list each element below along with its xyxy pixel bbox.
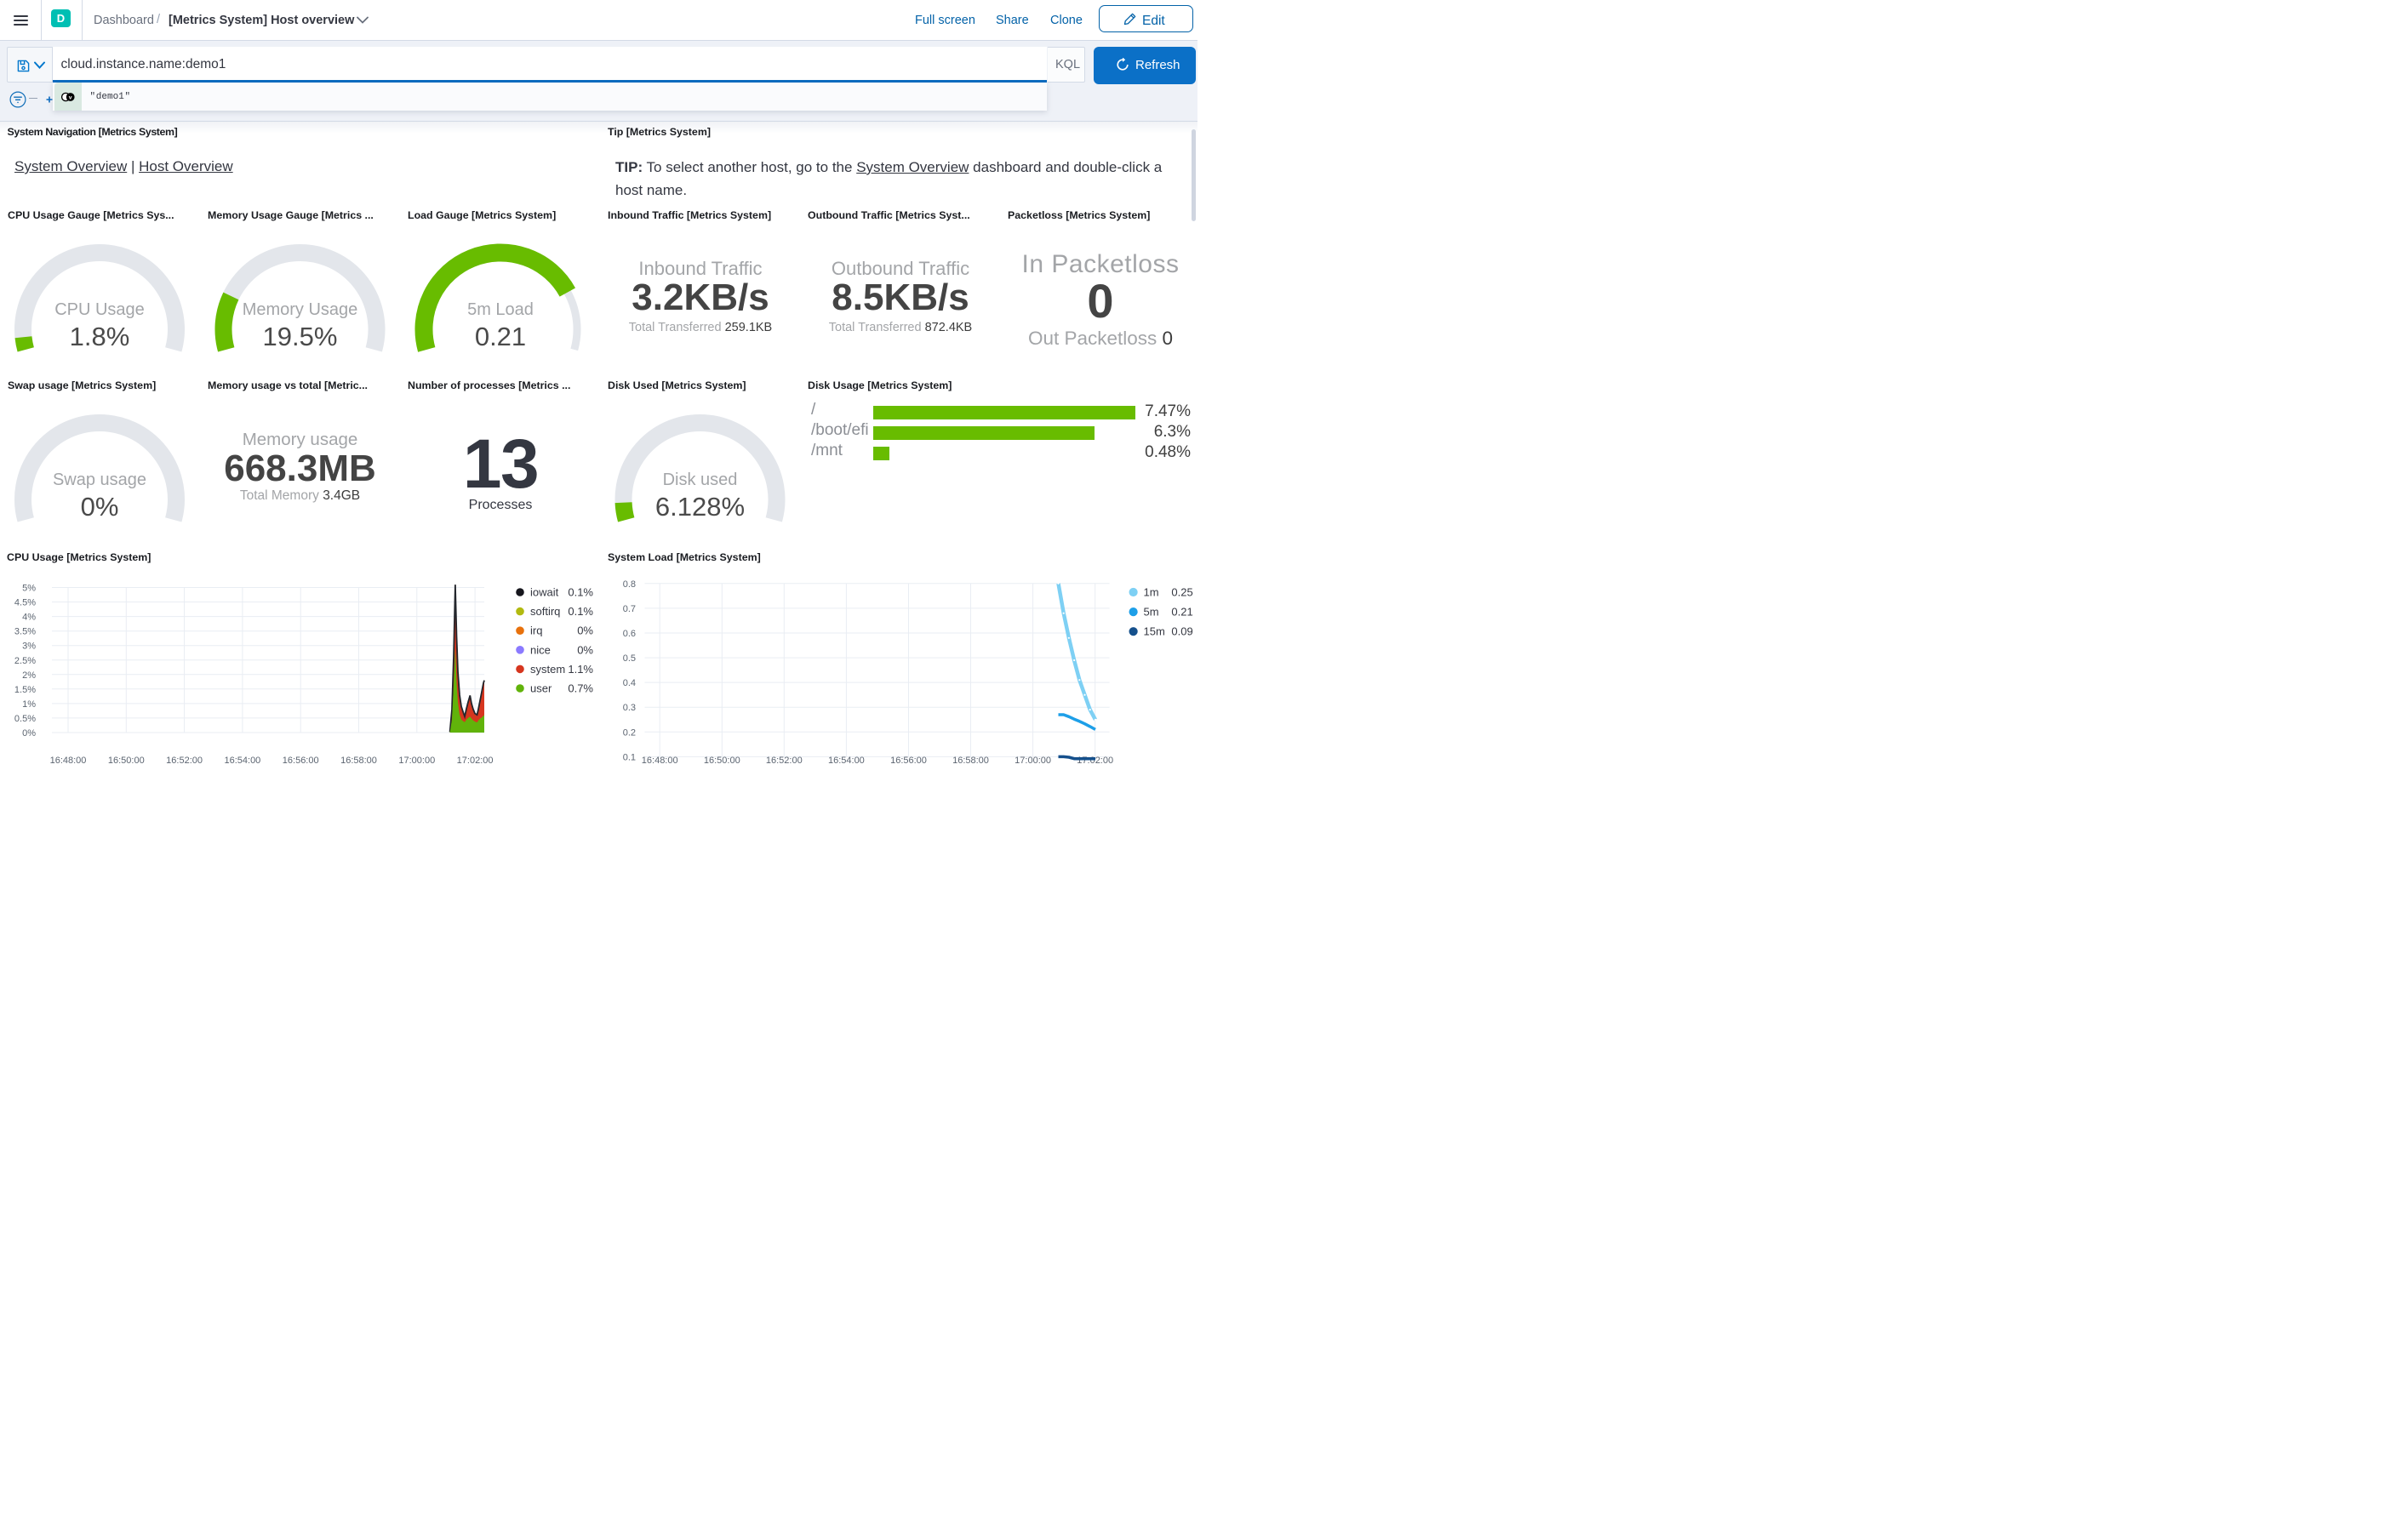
svg-text:0.5: 0.5 bbox=[623, 653, 636, 664]
svg-text:16:52:00: 16:52:00 bbox=[166, 756, 203, 766]
svg-text:16:48:00: 16:48:00 bbox=[50, 756, 87, 766]
svg-text:0%: 0% bbox=[577, 643, 593, 656]
svg-text:4.5%: 4.5% bbox=[14, 598, 36, 608]
svg-text:5%: 5% bbox=[22, 584, 36, 594]
svg-text:0%: 0% bbox=[22, 728, 36, 739]
svg-text:0.7%: 0.7% bbox=[568, 682, 593, 695]
svg-text:0.7: 0.7 bbox=[623, 604, 636, 614]
svg-text:0.6: 0.6 bbox=[623, 629, 636, 639]
svg-text:0.1%: 0.1% bbox=[568, 605, 593, 618]
svg-text:0.1%: 0.1% bbox=[568, 586, 593, 599]
svg-text:15m: 15m bbox=[1144, 625, 1165, 638]
svg-text:5m: 5m bbox=[1144, 606, 1159, 619]
svg-text:0.09: 0.09 bbox=[1171, 625, 1192, 638]
svg-text:0.5%: 0.5% bbox=[14, 714, 36, 724]
svg-text:0%: 0% bbox=[577, 625, 593, 637]
svg-text:16:58:00: 16:58:00 bbox=[340, 756, 377, 766]
svg-text:v: v bbox=[69, 94, 72, 100]
svg-text:16:58:00: 16:58:00 bbox=[952, 756, 989, 766]
svg-text:0.8: 0.8 bbox=[623, 579, 636, 590]
svg-text:0.21: 0.21 bbox=[1171, 606, 1192, 619]
svg-text:16:56:00: 16:56:00 bbox=[890, 756, 927, 766]
svg-text:1m: 1m bbox=[1144, 586, 1159, 599]
svg-text:0.25: 0.25 bbox=[1171, 586, 1192, 599]
svg-text:4%: 4% bbox=[22, 613, 36, 623]
svg-text:17:02:00: 17:02:00 bbox=[457, 756, 494, 766]
svg-text:16:48:00: 16:48:00 bbox=[642, 756, 678, 766]
svg-text:0.2: 0.2 bbox=[623, 727, 636, 738]
svg-text:system: system bbox=[530, 663, 565, 676]
svg-text:irq: irq bbox=[530, 625, 542, 637]
svg-text:16:56:00: 16:56:00 bbox=[283, 756, 319, 766]
svg-text:user: user bbox=[530, 682, 552, 695]
svg-text:16:50:00: 16:50:00 bbox=[704, 756, 740, 766]
svg-text:16:54:00: 16:54:00 bbox=[224, 756, 260, 766]
svg-text:softirq: softirq bbox=[530, 605, 560, 618]
svg-text:16:54:00: 16:54:00 bbox=[828, 756, 865, 766]
svg-text:2.5%: 2.5% bbox=[14, 656, 36, 666]
svg-text:1.1%: 1.1% bbox=[568, 663, 593, 676]
svg-text:16:52:00: 16:52:00 bbox=[766, 756, 803, 766]
svg-text:0.4: 0.4 bbox=[623, 678, 636, 688]
svg-text:3.5%: 3.5% bbox=[14, 627, 36, 637]
svg-text:17:02:00: 17:02:00 bbox=[1077, 756, 1113, 766]
svg-text:17:00:00: 17:00:00 bbox=[1015, 756, 1051, 766]
svg-text:nice: nice bbox=[530, 643, 551, 656]
svg-text:0.3: 0.3 bbox=[623, 703, 636, 713]
svg-text:1%: 1% bbox=[22, 699, 36, 710]
svg-text:16:50:00: 16:50:00 bbox=[108, 756, 145, 766]
svg-text:0.1: 0.1 bbox=[623, 752, 636, 762]
svg-text:17:00:00: 17:00:00 bbox=[398, 756, 435, 766]
svg-text:3%: 3% bbox=[22, 642, 36, 652]
svg-text:2%: 2% bbox=[22, 670, 36, 681]
svg-text:iowait: iowait bbox=[530, 586, 559, 599]
svg-text:1.5%: 1.5% bbox=[14, 685, 36, 695]
